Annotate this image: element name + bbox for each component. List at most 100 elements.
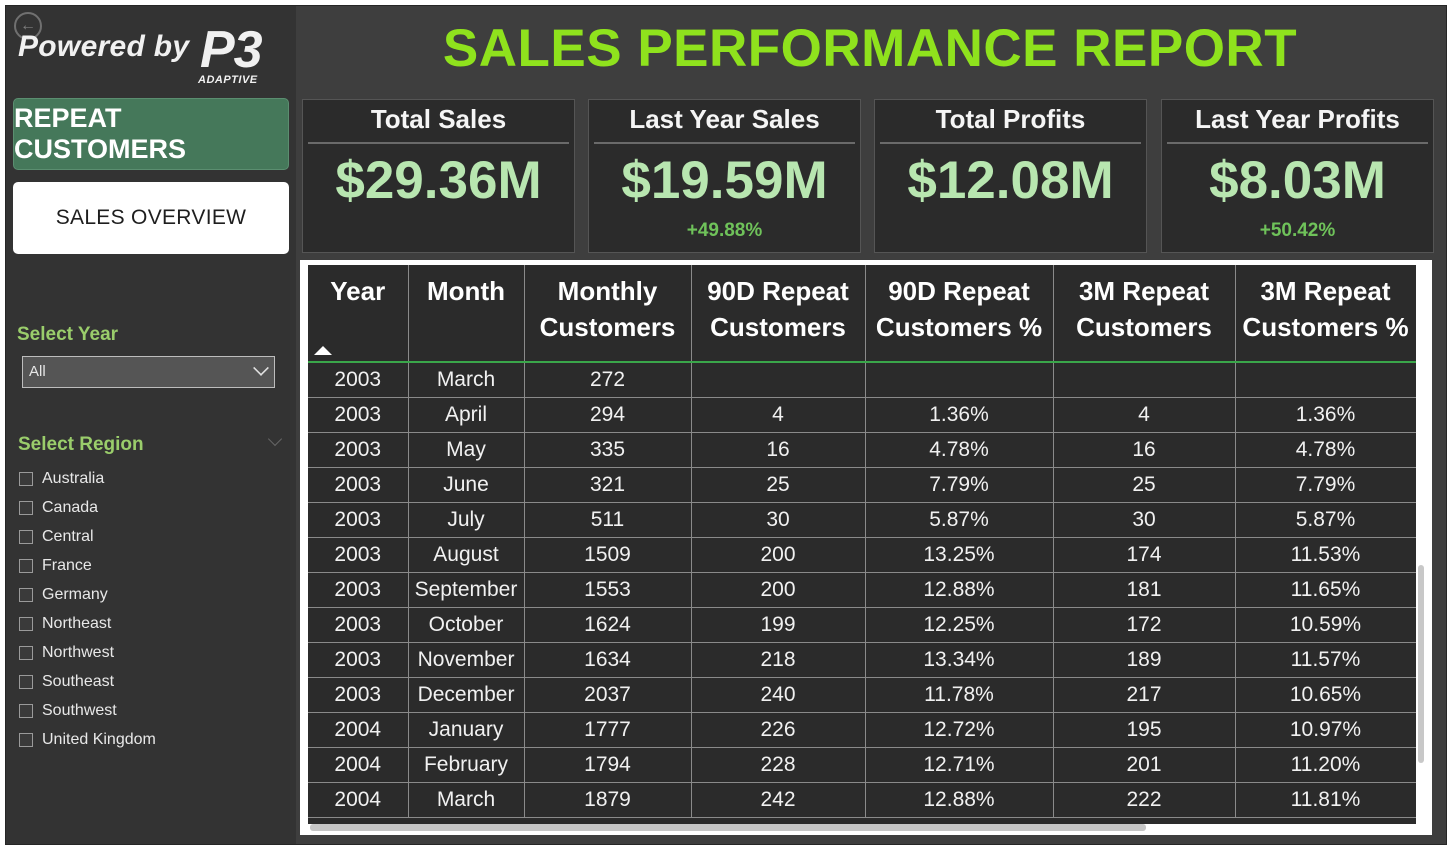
table-cell: December xyxy=(408,677,525,713)
region-option[interactable]: Northwest xyxy=(19,638,156,667)
table-cell xyxy=(865,362,1054,398)
column-header[interactable]: 3M Repeat Customers % xyxy=(1235,265,1416,363)
region-option[interactable]: Northeast xyxy=(19,609,156,638)
checkbox-icon[interactable] xyxy=(19,732,33,747)
table-cell: 4 xyxy=(1053,397,1236,433)
region-option[interactable]: Canada xyxy=(19,493,156,522)
table-cell: 222 xyxy=(1053,782,1236,818)
table-cell: 1.36% xyxy=(865,397,1054,433)
region-option[interactable]: United Kingdom xyxy=(19,725,156,754)
kpi-divider xyxy=(594,142,855,144)
table-cell: April xyxy=(408,397,525,433)
table-cell: 294 xyxy=(524,397,692,433)
kpi-value: $29.36M xyxy=(335,151,542,210)
table-cell: 1.36% xyxy=(1235,397,1416,433)
region-option-label: France xyxy=(42,556,92,574)
table-cell: 16 xyxy=(1053,432,1236,468)
chevron-down-icon xyxy=(253,360,269,376)
table-row[interactable]: 2003 April 294 4 1.36% 4 1.36% xyxy=(308,397,1416,433)
table-cell xyxy=(1235,362,1416,398)
table-cell: 7.79% xyxy=(865,467,1054,503)
table-cell: 2037 xyxy=(524,677,692,713)
checkbox-icon[interactable] xyxy=(19,703,33,718)
table-row[interactable]: 2003 November 1634 218 13.34% 189 11.57% xyxy=(308,642,1416,678)
table-row[interactable]: 2003 July 511 30 5.87% 30 5.87% xyxy=(308,502,1416,538)
column-header[interactable]: Year xyxy=(308,265,409,363)
table-cell xyxy=(1053,362,1236,398)
repeat-customers-table[interactable]: Year Month Monthly Customers 90D Repeat Custo… xyxy=(308,265,1416,824)
column-header[interactable]: Month xyxy=(408,265,525,363)
table-cell: 2003 xyxy=(308,397,409,433)
region-option-label: Southwest xyxy=(42,701,117,719)
column-header[interactable]: 90D Repeat Customers % xyxy=(865,265,1054,363)
table-cell: 11.78% xyxy=(865,677,1054,713)
table-row[interactable]: 2004 January 1777 226 12.72% 195 10.97% xyxy=(308,712,1416,748)
region-option-label: Australia xyxy=(42,469,105,487)
table-cell: March xyxy=(408,782,525,818)
table-row[interactable]: 2003 August 1509 200 13.25% 174 11.53% xyxy=(308,537,1416,573)
checkbox-icon[interactable] xyxy=(19,587,33,602)
chevron-down-icon[interactable] xyxy=(267,431,283,447)
table-cell: 1509 xyxy=(524,537,692,573)
region-option[interactable]: Germany xyxy=(19,580,156,609)
year-dropdown-value: All xyxy=(29,363,46,380)
sales-overview-button[interactable]: SALES OVERVIEW xyxy=(13,182,289,254)
repeat-customers-button[interactable]: REPEAT CUSTOMERS xyxy=(13,98,289,170)
kpi-divider xyxy=(1167,142,1428,144)
kpi-change: +50.42% xyxy=(1259,220,1336,241)
table-cell: January xyxy=(408,712,525,748)
table-cell: 2003 xyxy=(308,502,409,538)
table-cell: 25 xyxy=(1053,467,1236,503)
kpi-value: $12.08M xyxy=(907,151,1114,210)
back-arrow-icon[interactable]: ← xyxy=(14,12,42,40)
table-row[interactable]: 2004 February 1794 228 12.71% 201 11.20% xyxy=(308,747,1416,783)
table-row[interactable]: 2003 May 335 16 4.78% 16 4.78% xyxy=(308,432,1416,468)
horizontal-scrollbar[interactable] xyxy=(310,824,1146,831)
checkbox-icon[interactable] xyxy=(19,529,33,544)
column-header[interactable]: 3M Repeat Customers xyxy=(1053,265,1236,363)
table-row[interactable]: 2003 June 321 25 7.79% 25 7.79% xyxy=(308,467,1416,503)
checkbox-icon[interactable] xyxy=(19,500,33,515)
table-cell: 272 xyxy=(524,362,692,398)
column-header-label: Customers xyxy=(539,312,676,342)
vertical-scrollbar[interactable] xyxy=(1418,565,1424,763)
table-cell: 174 xyxy=(1053,537,1236,573)
checkbox-icon[interactable] xyxy=(19,616,33,631)
column-header[interactable]: Monthly Customers xyxy=(524,265,692,363)
column-header-label: 90D Repeat xyxy=(888,276,1030,306)
table-cell: 5.87% xyxy=(1235,502,1416,538)
table-cell: 1624 xyxy=(524,607,692,643)
checkbox-icon[interactable] xyxy=(19,558,33,573)
table-cell: 30 xyxy=(1053,502,1236,538)
sort-ascending-icon[interactable] xyxy=(314,346,332,355)
table-cell: 10.59% xyxy=(1235,607,1416,643)
kpi-label: Last Year Profits xyxy=(1195,104,1400,134)
region-option-label: Germany xyxy=(42,585,108,603)
column-header-label: Month xyxy=(427,276,505,306)
table-cell: 511 xyxy=(524,502,692,538)
region-option[interactable]: Southeast xyxy=(19,667,156,696)
table-cell: October xyxy=(408,607,525,643)
logo-brand: P3 xyxy=(200,21,263,79)
column-header-label: Customers % xyxy=(875,312,1043,342)
table-cell: 1777 xyxy=(524,712,692,748)
year-dropdown[interactable]: All xyxy=(22,356,275,388)
checkbox-icon[interactable] xyxy=(19,674,33,689)
table-cell: 13.34% xyxy=(865,642,1054,678)
checkbox-icon[interactable] xyxy=(19,645,33,660)
region-option[interactable]: France xyxy=(19,551,156,580)
region-option[interactable]: Australia xyxy=(19,464,156,493)
table-row[interactable]: 2003 December 2037 240 11.78% 217 10.65% xyxy=(308,677,1416,713)
table-cell: 1553 xyxy=(524,572,692,608)
column-header[interactable]: 90D Repeat Customers xyxy=(691,265,866,363)
kpi-card-last-year-profits: Last Year Profits $8.03M +50.42% xyxy=(1161,99,1434,253)
table-row[interactable]: 2003 October 1624 199 12.25% 172 10.59% xyxy=(308,607,1416,643)
table-cell: 7.79% xyxy=(1235,467,1416,503)
table-cell: 181 xyxy=(1053,572,1236,608)
table-row[interactable]: 2004 March 1879 242 12.88% 222 11.81% xyxy=(308,782,1416,818)
table-row[interactable]: 2003 September 1553 200 12.88% 181 11.65% xyxy=(308,572,1416,608)
checkbox-icon[interactable] xyxy=(19,471,33,486)
table-row[interactable]: 2003 March 272 xyxy=(308,362,1416,398)
region-option[interactable]: Central xyxy=(19,522,156,551)
region-option[interactable]: Southwest xyxy=(19,696,156,725)
